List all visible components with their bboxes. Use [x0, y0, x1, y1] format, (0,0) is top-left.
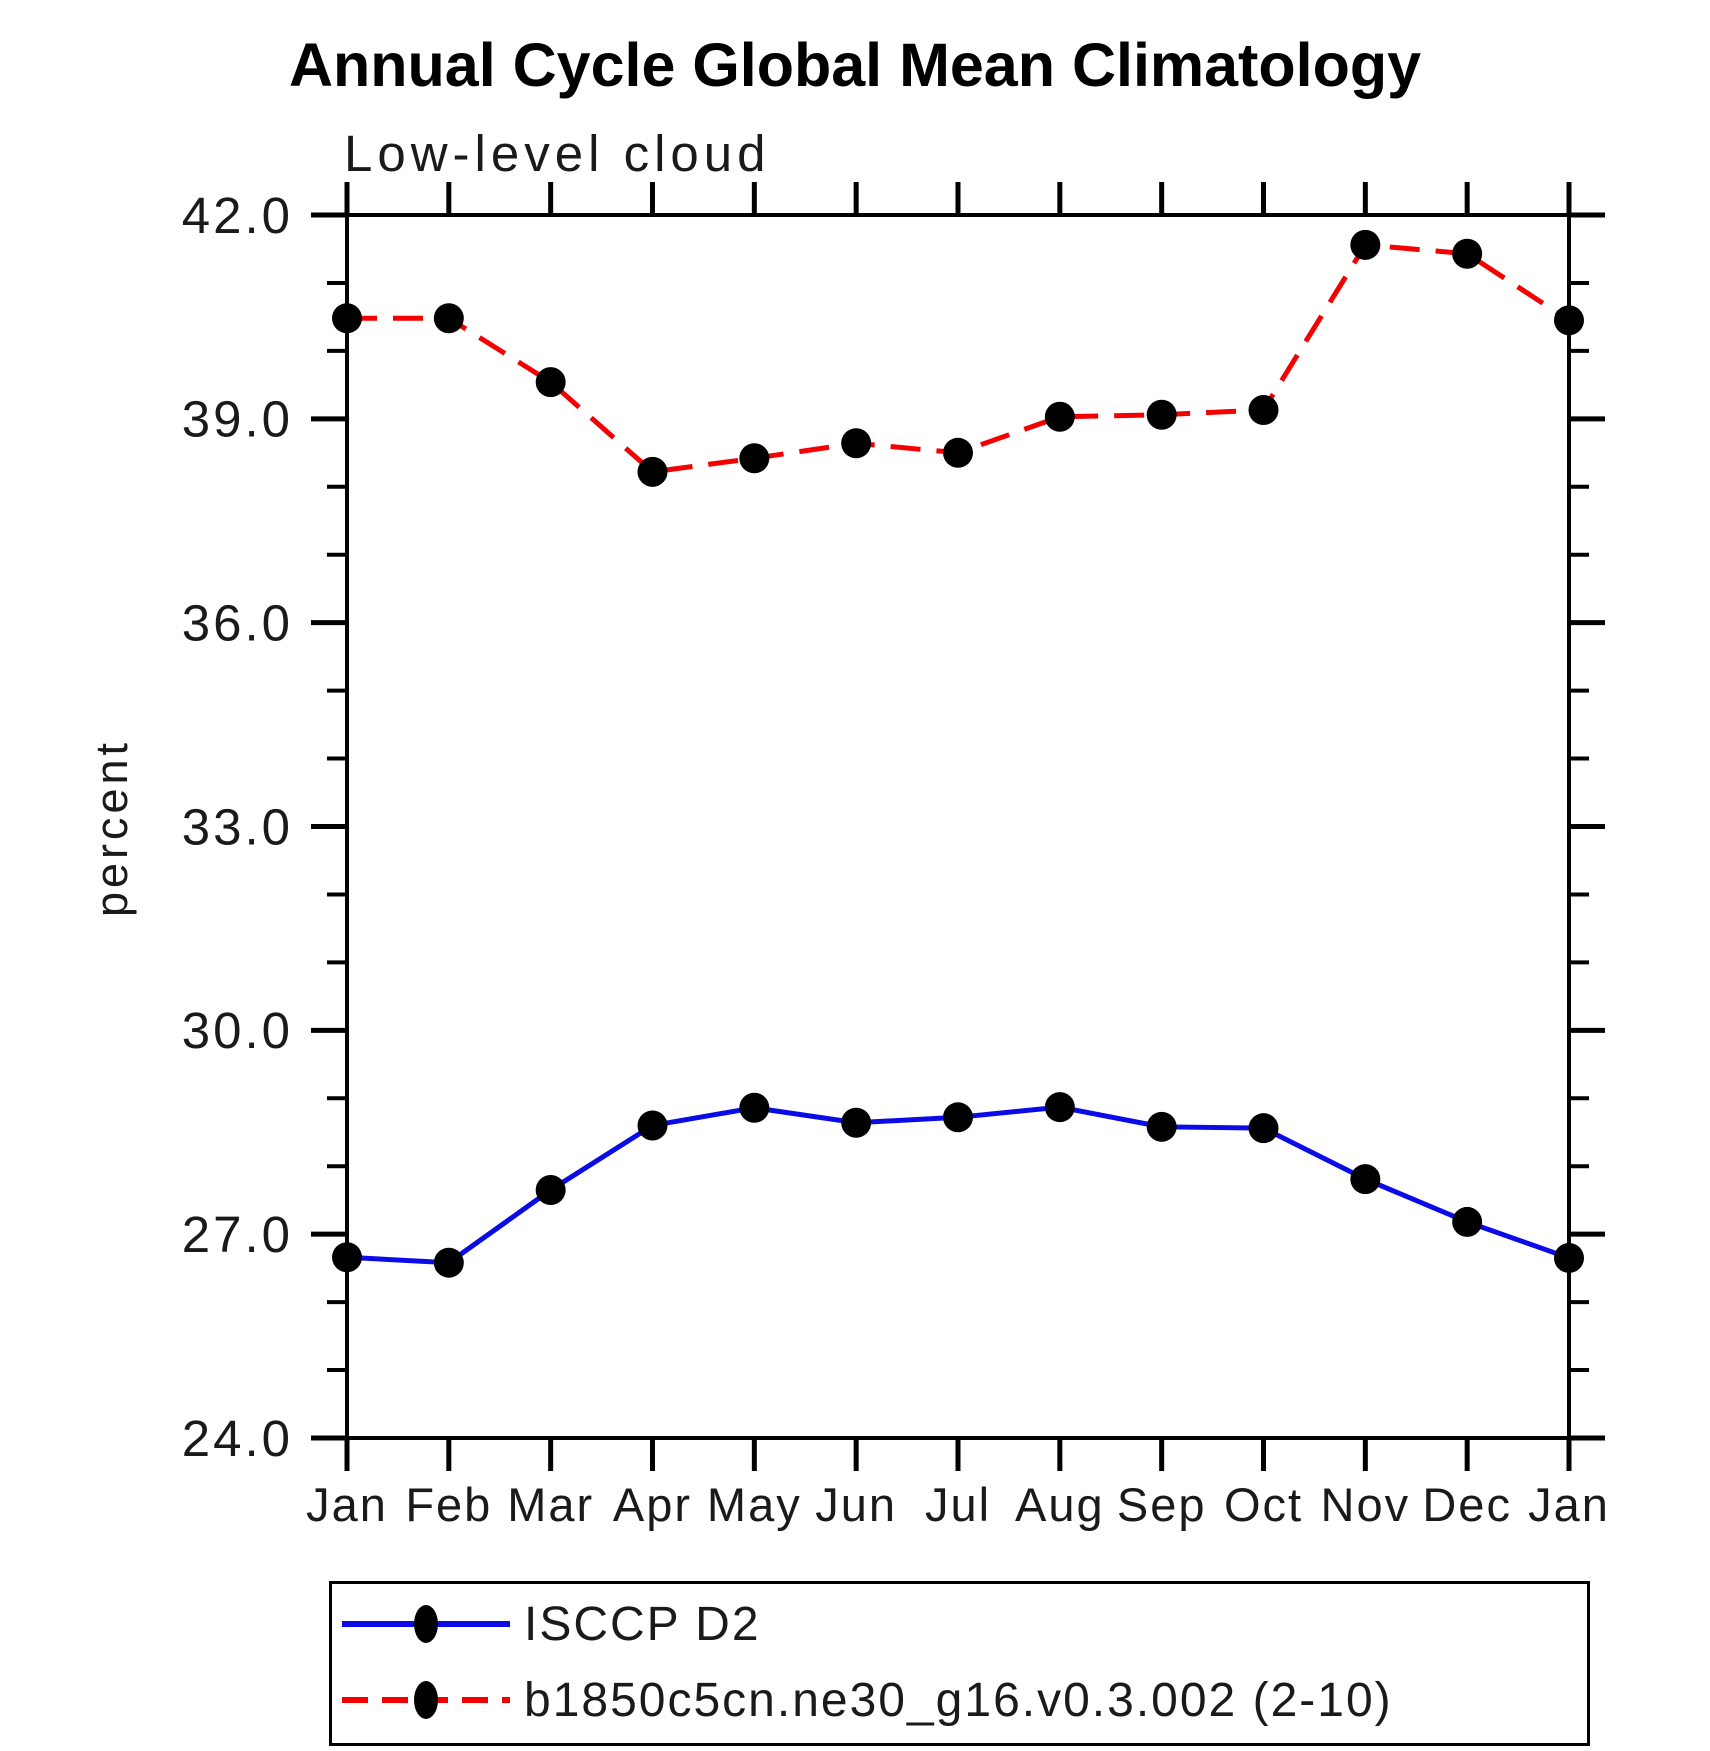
legend-label-model-run: b1850c5cn.ne30_g16.v0.3.002 (2-10) [524, 1673, 1393, 1727]
data-point-marker [433, 303, 464, 334]
y-tick-label: 33.0 [182, 798, 293, 855]
data-point-marker [1452, 1206, 1483, 1237]
plot-frame [345, 213, 1571, 1440]
data-point-marker [535, 367, 566, 398]
x-tick-label: Feb [405, 1478, 492, 1531]
data-point-marker [841, 1107, 872, 1138]
data-point-marker [637, 1110, 668, 1141]
data-point-marker [841, 428, 872, 459]
x-tick-label: Jan [1528, 1478, 1610, 1531]
data-point-marker [433, 1247, 464, 1278]
x-tick-label: Aug [1015, 1478, 1105, 1531]
legend-dashed-line-swatch [342, 1681, 510, 1719]
y-tick-label: 24.0 [182, 1410, 293, 1467]
data-point-marker [943, 1102, 973, 1133]
legend-marker-dot [414, 1681, 438, 1719]
data-point-marker [1452, 238, 1483, 269]
legend-label-isccp-d2: ISCCP D2 [524, 1597, 761, 1651]
series-line-1 [347, 242, 1571, 475]
x-tick-label: Jul [925, 1478, 991, 1531]
data-point-marker [1350, 1164, 1381, 1195]
data-point-marker [332, 1242, 362, 1273]
data-point-marker [1146, 399, 1177, 430]
x-tick-label: Jan [306, 1478, 388, 1531]
data-point-marker [1044, 1092, 1075, 1123]
legend-item-model-run: b1850c5cn.ne30_g16.v0.3.002 (2-10) [338, 1672, 1393, 1728]
chart-subtitle: Low-level cloud [344, 125, 771, 182]
x-tick-label: May [707, 1478, 802, 1531]
x-tick-label: Sep [1117, 1478, 1207, 1531]
y-tick-label: 42.0 [182, 187, 293, 244]
y-tick-label: 39.0 [182, 391, 293, 448]
data-point-marker [1554, 1242, 1584, 1273]
legend-solid-line-swatch [342, 1605, 510, 1643]
y-tick-label: 36.0 [182, 595, 293, 652]
x-tick-label: Jun [815, 1478, 897, 1531]
data-point-marker [1554, 305, 1584, 336]
y-tick-label: 30.0 [182, 1002, 293, 1059]
legend-marker-dot [414, 1605, 438, 1643]
data-point-marker [535, 1175, 566, 1206]
y-tick-label: 27.0 [182, 1206, 293, 1263]
data-point-marker [1248, 1113, 1279, 1144]
data-point-marker [1248, 395, 1279, 426]
data-point-marker [1146, 1111, 1177, 1142]
legend-item-isccp-d2: ISCCP D2 [338, 1596, 761, 1652]
legend-box: ISCCP D2 b1850c5cn.ne30_g16.v0.3.002 (2-… [329, 1581, 1590, 1746]
x-tick-label: Apr [613, 1478, 692, 1531]
data-point-marker [943, 437, 973, 468]
x-tick-label: Nov [1321, 1478, 1411, 1531]
x-tick-label: Dec [1422, 1478, 1512, 1531]
data-point-marker [332, 303, 362, 334]
chart-title: Annual Cycle Global Mean Climatology [288, 31, 1422, 99]
data-point-marker [1044, 401, 1075, 432]
data-point-marker [739, 443, 770, 474]
x-tick-label: Oct [1224, 1478, 1303, 1531]
data-point-marker [1350, 229, 1381, 260]
data-point-marker [739, 1092, 770, 1123]
data-point-marker [637, 456, 668, 487]
x-tick-label: Mar [507, 1478, 594, 1531]
